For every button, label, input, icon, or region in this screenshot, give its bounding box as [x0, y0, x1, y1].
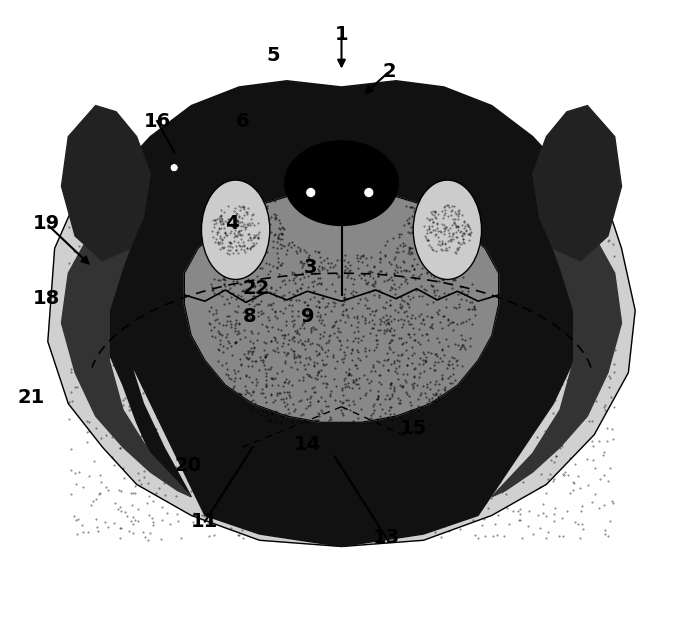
Text: 2: 2 — [382, 62, 396, 81]
Polygon shape — [533, 106, 622, 261]
Text: 14: 14 — [294, 435, 321, 453]
Polygon shape — [48, 186, 635, 546]
Text: 19: 19 — [33, 214, 60, 233]
Ellipse shape — [285, 141, 398, 225]
Text: 21: 21 — [17, 388, 44, 407]
Ellipse shape — [201, 180, 270, 279]
Text: 8: 8 — [242, 307, 256, 326]
Circle shape — [364, 188, 374, 197]
Text: 5: 5 — [266, 47, 280, 65]
Polygon shape — [492, 205, 622, 497]
Text: 15: 15 — [400, 419, 427, 438]
Polygon shape — [61, 205, 191, 497]
Text: 16: 16 — [143, 112, 171, 130]
Text: 1: 1 — [335, 25, 348, 43]
Text: 13: 13 — [372, 528, 400, 546]
Ellipse shape — [413, 180, 482, 279]
Text: 9: 9 — [301, 307, 314, 326]
Text: 20: 20 — [174, 456, 201, 475]
Text: 11: 11 — [191, 512, 219, 531]
Text: 4: 4 — [225, 214, 239, 233]
Text: 3: 3 — [304, 258, 318, 276]
Circle shape — [170, 164, 178, 171]
Text: 22: 22 — [242, 279, 270, 298]
Polygon shape — [61, 106, 150, 261]
Polygon shape — [184, 186, 499, 422]
Text: 6: 6 — [236, 112, 249, 130]
Circle shape — [306, 188, 316, 197]
Polygon shape — [89, 81, 594, 546]
Text: 18: 18 — [33, 289, 60, 307]
